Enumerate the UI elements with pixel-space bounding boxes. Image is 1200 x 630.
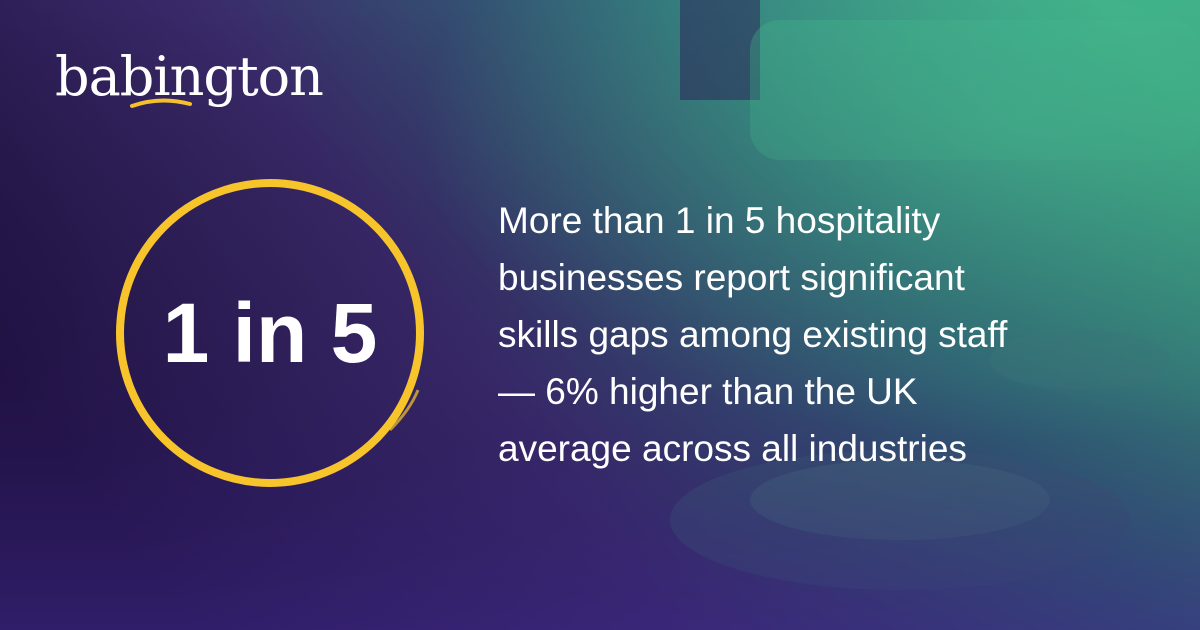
body-line: More than 1 in 5 hospitality xyxy=(498,200,941,241)
body-text: More than 1 in 5 hospitality businesses r… xyxy=(498,200,1008,469)
logo-swoosh xyxy=(130,98,192,108)
stat-text: 1 in 5 xyxy=(163,286,378,380)
body-line: average across all industries xyxy=(498,428,967,469)
body-line: businesses report significant xyxy=(498,257,966,298)
brand-name: babington xyxy=(55,45,323,108)
logo: babington xyxy=(55,45,324,108)
stat-ring xyxy=(116,179,424,487)
body-line: skills gaps among existing staff xyxy=(498,314,1008,355)
ring-brush xyxy=(388,389,420,432)
body-line: — 6% higher than the UK xyxy=(498,371,918,412)
